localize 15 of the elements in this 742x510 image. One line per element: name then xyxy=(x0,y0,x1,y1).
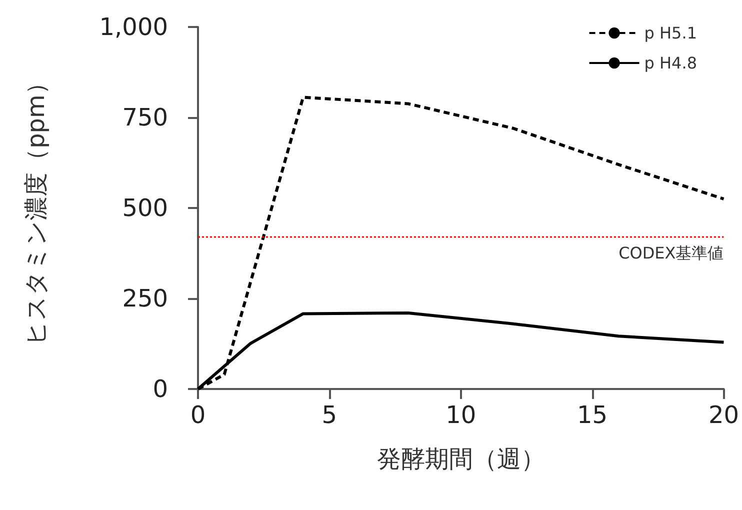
x-tick-label: 5 xyxy=(322,401,338,429)
y-tick-label: 750 xyxy=(122,104,168,132)
y-tick-label: 250 xyxy=(122,284,168,312)
y-tick-label: 1,000 xyxy=(99,13,168,41)
ref-line-label: CODEX基準値 xyxy=(618,243,724,262)
legend-label: p H5.1 xyxy=(644,24,697,42)
x-tick-label: 20 xyxy=(708,401,740,429)
y-tick-label: 0 xyxy=(152,375,168,403)
x-tick-label: 15 xyxy=(577,401,608,429)
y-axis-title: ヒスタミン濃度（ppm） xyxy=(22,70,50,346)
x-tick-label: 10 xyxy=(446,401,476,429)
y-tick-label: 500 xyxy=(122,194,168,222)
x-axis-title: 発酵期間（週） xyxy=(376,445,545,473)
legend-label: p H4.8 xyxy=(644,54,697,72)
x-tick-label: 0 xyxy=(190,401,206,429)
